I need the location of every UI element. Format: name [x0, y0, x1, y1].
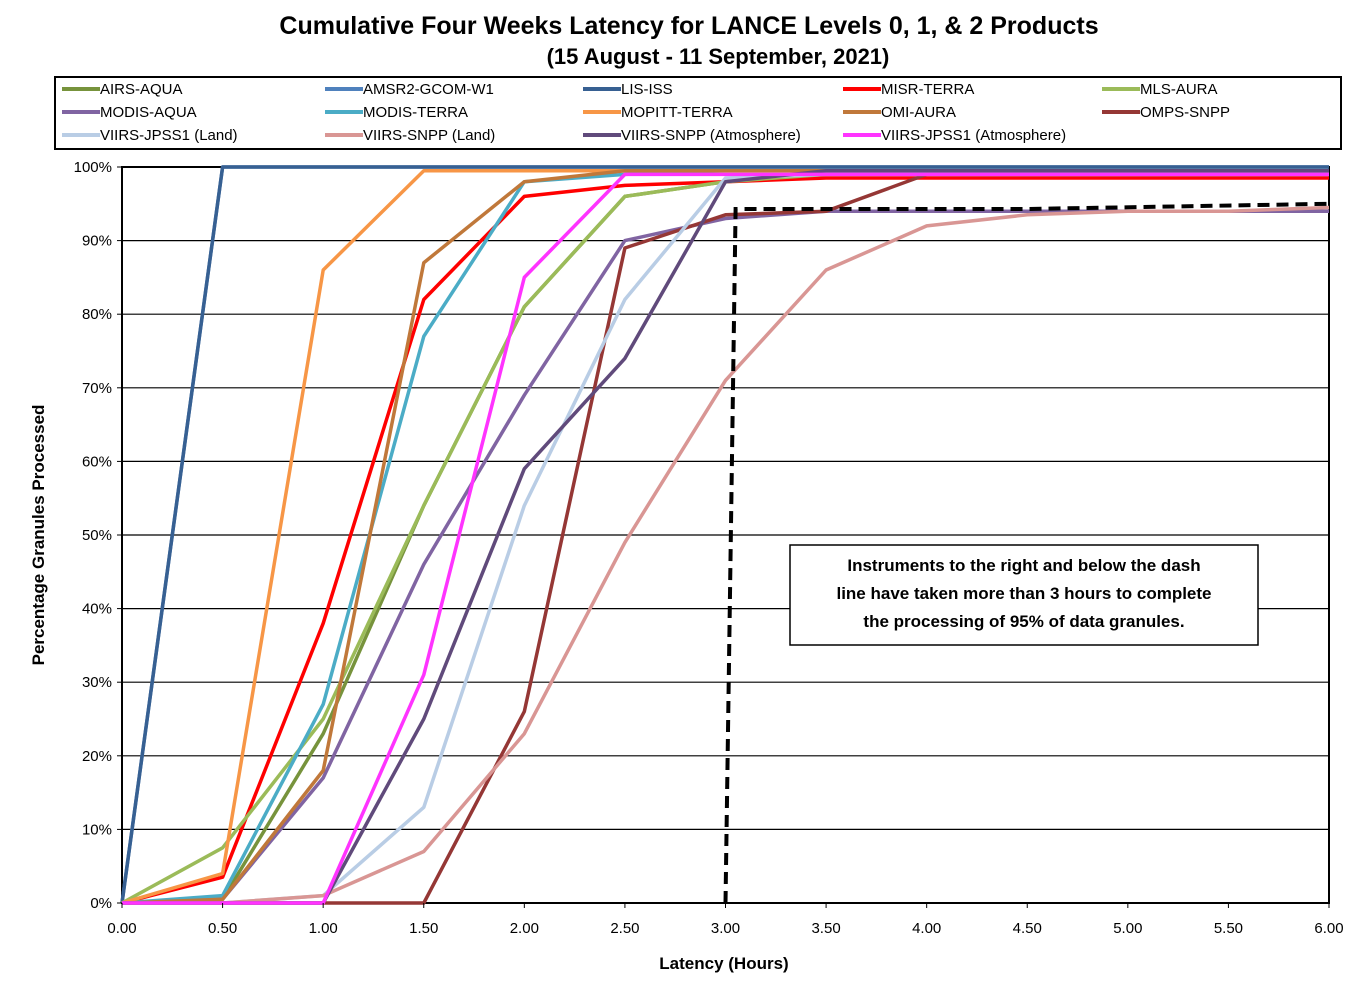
series-line-lis-iss	[120, 165, 1329, 904]
y-tick-label: 20%	[82, 748, 112, 765]
annotation-line-1: Instruments to the right and below the d…	[847, 556, 1200, 575]
chart-subtitle: (15 August - 11 September, 2021)	[547, 44, 890, 69]
x-tick-label: 1.00	[309, 920, 338, 937]
y-tick-label: 0%	[90, 895, 112, 912]
x-axis-ticks: 0.00 0.50 1.00 1.50 2.00 2.50 3.00 3.50 4.00 4.50…	[107, 903, 1344, 937]
legend-label-omi-aura: OMI-AURA	[881, 104, 956, 121]
series-line-modis-terra	[121, 168, 1329, 905]
series-line-viirs-snpp-atmosphere	[122, 168, 1329, 905]
y-tick-label: 30%	[82, 674, 112, 691]
legend-label-viirs-snpp-land: VIIRS-SNPP (Land)	[363, 127, 495, 144]
x-tick-label: 2.50	[610, 920, 639, 937]
series-line-mopitt-terra	[121, 168, 1329, 905]
y-axis-title: Percentage Granules Processed	[29, 405, 48, 666]
y-tick-label: 100%	[74, 159, 112, 176]
legend-label-amsr2-gcom-w1: AMSR2-GCOM-W1	[363, 81, 494, 98]
annotation-line-2: line have taken more than 3 hours to com…	[836, 584, 1211, 603]
legend-label-lis-iss: LIS-ISS	[621, 81, 673, 98]
x-tick-label: 2.00	[510, 920, 539, 937]
legend-label-modis-aqua: MODIS-AQUA	[100, 104, 197, 121]
x-tick-label: 4.50	[1013, 920, 1042, 937]
x-tick-label: 0.00	[107, 920, 136, 937]
annotation-line-3: the processing of 95% of data granules.	[863, 612, 1184, 631]
x-tick-label: 6.00	[1314, 920, 1343, 937]
series-line-viirs-snpp-land	[122, 205, 1330, 905]
y-tick-label: 40%	[82, 601, 112, 618]
x-tick-label: 0.50	[208, 920, 237, 937]
series-line-omi-aura	[121, 168, 1329, 905]
legend-label-modis-terra: MODIS-TERRA	[363, 104, 468, 121]
chart-title: Cumulative Four Weeks Latency for LANCE …	[279, 12, 1098, 40]
x-axis-title: Latency (Hours)	[659, 954, 788, 973]
legend-label-misr-terra: MISR-TERRA	[881, 81, 974, 98]
y-tick-label: 10%	[82, 821, 112, 838]
y-tick-label: 70%	[82, 380, 112, 397]
x-tick-label: 5.00	[1113, 920, 1142, 937]
y-axis-ticks: 0% 10% 20% 30% 40% 50% 60% 70% 80% 90% 100%	[74, 159, 122, 912]
x-tick-label: 1.50	[409, 920, 438, 937]
y-tick-label: 50%	[82, 527, 112, 544]
legend-label-viirs-jpss1-atmosphere: VIIRS-JPSS1 (Atmosphere)	[881, 127, 1066, 144]
x-tick-label: 4.00	[912, 920, 941, 937]
threshold-line	[723, 201, 1330, 904]
annotation-box	[789, 544, 1259, 646]
x-tick-label: 3.50	[811, 920, 840, 937]
y-tick-label: 60%	[82, 453, 112, 470]
y-tick-label: 80%	[82, 306, 112, 323]
x-tick-label: 5.50	[1214, 920, 1243, 937]
legend: AIRS-AQUA AMSR2-GCOM-W1 LIS-ISS MISR-TERRA M…	[62, 81, 1230, 144]
legend-label-omps-snpp: OMPS-SNPP	[1140, 104, 1230, 121]
gridlines	[122, 240, 1329, 831]
legend-label-mopitt-terra: MOPITT-TERRA	[621, 104, 733, 121]
x-tick-label: 3.00	[711, 920, 740, 937]
legend-label-viirs-snpp-atmosphere: VIIRS-SNPP (Atmosphere)	[621, 127, 801, 144]
legend-label-mls-aura: MLS-AURA	[1140, 81, 1218, 98]
legend-label-airs-aqua: AIRS-AQUA	[100, 81, 183, 98]
y-tick-label: 90%	[82, 233, 112, 250]
threshold-dashed-line	[723, 201, 1330, 904]
legend-label-viirs-jpss1-land: VIIRS-JPSS1 (Land)	[100, 127, 238, 144]
